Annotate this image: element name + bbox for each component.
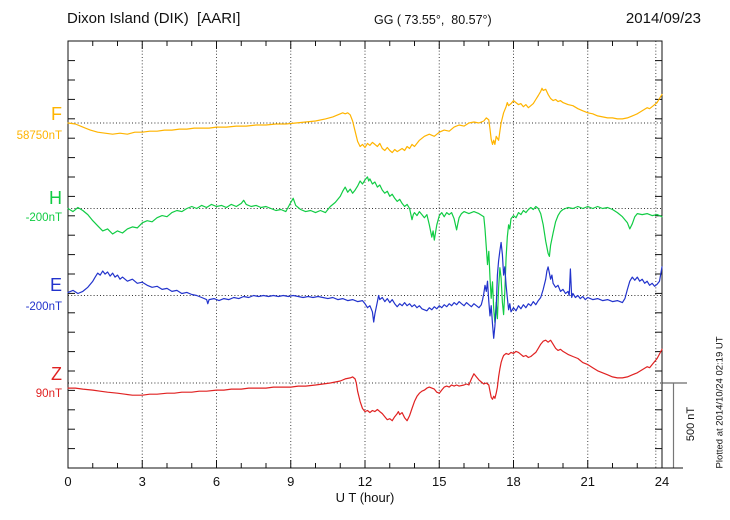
channel-baseline-F: 58750nT [16, 130, 62, 142]
date-label: 2014/09/23 [625, 10, 701, 27]
series-line-F [67, 87, 663, 154]
station-title: Dixon Island (DIK) [AARI] [67, 10, 241, 27]
plotted-at-label: Plotted at 2014/10/24 02:19 UT [714, 336, 726, 469]
series-line-H [67, 176, 663, 324]
svg-text:9: 9 [287, 474, 294, 489]
svg-text:6: 6 [213, 474, 220, 489]
svg-text:24: 24 [655, 474, 669, 489]
channel-label-Z: Z [51, 364, 62, 384]
x-tick-labels: 0 3 6 9 12 15 18 21 24 [64, 474, 669, 489]
x-axis-title: U T (hour) [335, 490, 395, 505]
svg-text:3: 3 [139, 474, 146, 489]
channel-label-E: E [49, 275, 62, 295]
svg-text:12: 12 [358, 474, 372, 489]
svg-text:15: 15 [432, 474, 446, 489]
channel-label-F: F [51, 104, 62, 124]
geographic-coordinates: GG ( 73.55°, 80.57°) [374, 13, 492, 27]
svg-text:18: 18 [506, 474, 520, 489]
channel-label-H: H [49, 188, 62, 208]
scale-bar [662, 382, 687, 469]
channel-baseline-H: -200nT [25, 212, 62, 224]
scale-bar-label: 500 nT [685, 406, 697, 442]
channel-baseline-E: -200nT [25, 301, 62, 313]
axis-ticks [68, 41, 662, 468]
series-line-E [67, 241, 663, 339]
svg-text:0: 0 [64, 474, 71, 489]
series-line-Z [67, 339, 663, 422]
vertical-gridlines [141, 41, 657, 468]
channel-baseline-Z: 90nT [35, 388, 62, 400]
svg-text:21: 21 [581, 474, 595, 489]
